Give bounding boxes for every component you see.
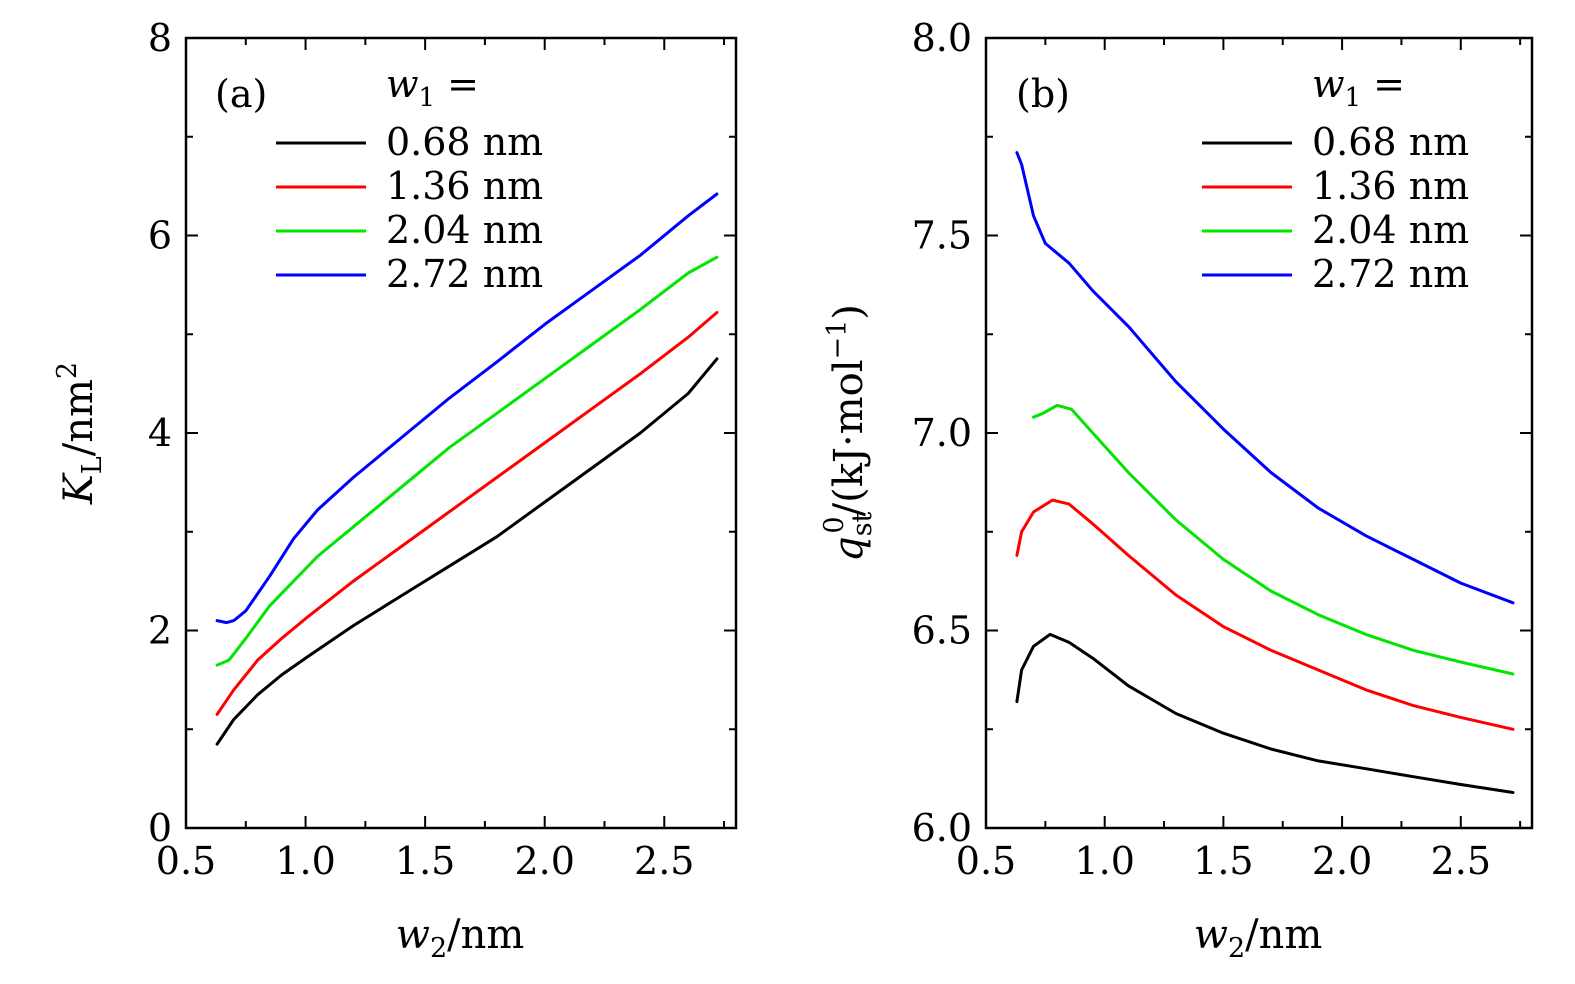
panel-a: 0.5 1.0 1.5 2.0 2.5 0 2 4 6 8 (a) w1 = 0.68 nm 1.… [52,16,738,964]
x-tick-label: 2.5 [1431,839,1491,883]
series-line-3 [215,192,719,625]
panel-a-label: (a) [215,72,267,116]
y-tick-label: 7.5 [912,214,972,258]
series-line-3 [1015,151,1515,605]
series-line-2 [215,255,719,667]
series-line-1 [1015,498,1515,731]
panel-b-legend-title: w1 = [1312,62,1405,113]
panel-a-y-axis-title: KL/nm2 [52,362,108,505]
y-tick-label: 2 [148,609,172,653]
panel-b-ticks [985,37,1532,829]
panel-b-legend-entry-3: 2.72 nm [1312,252,1469,296]
x-tick-label: 1.5 [1193,839,1253,883]
panel-b-legend-entry-1: 1.36 nm [1312,164,1469,208]
x-tick-label: 0.5 [956,839,1016,883]
panel-a-legend-entry-1: 1.36 nm [386,164,543,208]
panel-a-tick-labels: 0.5 1.0 1.5 2.0 2.5 0 2 4 6 8 [148,16,695,883]
panel-b-tick-labels: 0.5 1.0 1.5 2.0 2.5 6.0 6.5 7.0 7.5 8.0 [912,16,1491,883]
y-tick-label: 7.0 [912,411,972,455]
y-tick-label: 8.0 [912,16,972,60]
x-tick-label: 1.5 [395,839,455,883]
x-tick-label: 2.0 [514,839,574,883]
panel-a-legend: w1 = 0.68 nm 1.36 nm 2.04 nm 2.72 nm [276,62,543,296]
series-line-2 [1032,403,1515,676]
panel-a-x-axis-title: w2/nm [396,912,525,964]
x-tick-label: 2.5 [634,839,694,883]
panel-a-legend-entry-2: 2.04 nm [386,208,543,252]
series-line-1 [215,311,719,716]
panel-b-series-lines [1015,151,1515,794]
series-line-0 [215,357,719,746]
panel-a-ticks [185,37,736,829]
panel-b-legend-entry-2: 2.04 nm [1312,208,1469,252]
series-line-0 [1015,632,1515,794]
x-tick-label: 0.5 [156,839,216,883]
y-tick-label: 6 [148,214,172,258]
y-tick-label: 0 [148,806,172,850]
y-tick-label: 8 [148,16,172,60]
panel-b-x-axis-title: w2/nm [1194,912,1323,964]
x-tick-label: 2.0 [1312,839,1372,883]
y-tick-label: 6.0 [912,806,972,850]
panel-b-legend: w1 = 0.68 nm 1.36 nm 2.04 nm 2.72 nm [1202,62,1469,296]
panel-a-series-lines [215,192,719,746]
y-tick-label: 6.5 [912,609,972,653]
panel-b-y-axis-title: qst0/(kJ·mol−1) [819,304,878,562]
panel-b: 0.5 1.0 1.5 2.0 2.5 6.0 6.5 7.0 7.5 8.0 (b) w1 = … [819,16,1534,964]
panel-b-label: (b) [1016,72,1070,116]
x-tick-label: 1.0 [1074,839,1134,883]
y-tick-label: 4 [148,411,172,455]
panel-a-legend-entry-3: 2.72 nm [386,252,543,296]
panel-a-legend-title: w1 = [386,62,479,113]
panel-b-legend-entry-0: 0.68 nm [1312,120,1469,164]
x-tick-label: 1.0 [275,839,335,883]
panel-a-legend-entry-0: 0.68 nm [386,120,543,164]
